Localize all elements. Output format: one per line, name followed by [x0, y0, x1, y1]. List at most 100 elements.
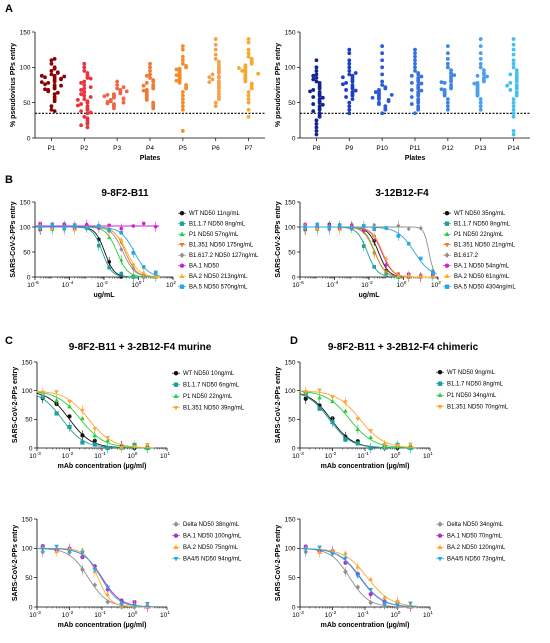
legend-label: P1 ND50 22ng/mL — [454, 232, 504, 238]
fit-curve — [300, 226, 437, 278]
data-point — [439, 80, 444, 85]
y-tick-label: 50 — [288, 249, 296, 256]
data-point — [105, 92, 110, 97]
data-point — [153, 224, 158, 229]
data-point — [337, 227, 342, 232]
data-point — [478, 37, 483, 41]
data-point — [511, 129, 516, 133]
data-point — [485, 74, 490, 79]
data-point — [213, 52, 218, 57]
data-point — [207, 80, 212, 85]
x-axis-label: Plates — [405, 155, 426, 162]
data-point — [119, 226, 124, 231]
data-point — [237, 66, 241, 70]
series-0 — [36, 546, 154, 610]
legend-marker — [173, 544, 179, 549]
data-point — [54, 548, 59, 554]
data-point — [39, 73, 44, 78]
data-point — [85, 125, 90, 130]
data-point — [174, 78, 179, 83]
data-point — [395, 444, 400, 449]
data-point — [396, 234, 401, 238]
y-tick-label: 0 — [292, 274, 296, 281]
x-tick-label: P8 — [312, 145, 320, 152]
data-point — [55, 90, 60, 95]
legend-label: Delta ND50 38ng/mL — [183, 522, 240, 528]
data-point — [246, 90, 251, 94]
data-point — [368, 592, 373, 597]
data-point — [105, 585, 111, 590]
data-point — [303, 396, 308, 401]
data-point — [317, 107, 322, 112]
y-tick-label: 0 — [27, 274, 31, 281]
data-point — [62, 225, 67, 230]
data-point — [314, 76, 319, 80]
data-point — [409, 80, 414, 85]
x-tick-exponent: 0 — [398, 610, 401, 616]
data-point — [505, 83, 510, 88]
legend-label: BA.1 ND50 100ng/mL — [183, 534, 242, 540]
legend-marker — [437, 392, 443, 397]
data-point — [107, 223, 111, 228]
data-point — [148, 68, 152, 73]
y-tick-label: 0 — [292, 135, 296, 142]
data-point — [445, 104, 450, 109]
data-point — [508, 72, 513, 77]
data-point — [50, 226, 55, 231]
data-point — [59, 77, 63, 82]
legend-label: BA.2 ND50 120ng/mL — [447, 545, 506, 551]
data-point — [373, 90, 378, 94]
data-point — [508, 88, 513, 92]
y-tick-label: 0 — [29, 604, 33, 611]
data-point — [148, 76, 152, 80]
data-point — [119, 247, 124, 252]
x-tick-exponent: 0 — [135, 451, 138, 457]
series-3 — [37, 544, 154, 610]
y-tick-label: 150 — [285, 29, 296, 36]
data-point — [55, 70, 60, 75]
series-6 — [35, 220, 160, 279]
x-tick-label: 102 — [166, 280, 176, 289]
data-point — [49, 61, 54, 66]
data-point — [131, 251, 136, 255]
legend-marker — [173, 556, 179, 562]
data-point — [314, 129, 319, 133]
legend-marker — [444, 231, 450, 236]
data-point — [317, 114, 322, 119]
data-point — [84, 222, 89, 227]
data-point — [108, 99, 113, 104]
data-point — [419, 81, 424, 86]
legend-label: B1.351 ND50 21ng/mL — [454, 243, 516, 249]
data-point — [478, 100, 483, 105]
data-point — [131, 224, 136, 228]
data-point — [144, 80, 149, 85]
x-tick-label: 10-2 — [96, 280, 108, 289]
data-point — [314, 125, 319, 130]
data-point — [50, 222, 55, 227]
data-point — [213, 37, 218, 41]
data-point — [347, 100, 352, 105]
x-tick-label: P14 — [508, 145, 520, 152]
data-point — [372, 252, 377, 256]
data-point — [174, 67, 179, 72]
x-tick-label: 10-2 — [325, 610, 337, 619]
panel-c: C9-8F2-B11 + 3-2B12-F4 murine050100150SA… — [5, 335, 245, 629]
data-point — [246, 47, 251, 52]
data-point — [380, 111, 385, 116]
x-tick-exponent: -2 — [69, 610, 74, 616]
data-point — [314, 68, 319, 73]
data-point — [347, 58, 352, 63]
data-point — [368, 576, 374, 581]
data-point — [249, 61, 254, 66]
data-point — [330, 552, 335, 557]
data-point — [344, 95, 348, 99]
data-point — [317, 549, 322, 555]
data-point — [213, 47, 218, 52]
data-point — [308, 89, 312, 94]
data-point — [107, 260, 111, 264]
data-point — [355, 564, 361, 569]
data-point — [213, 100, 218, 105]
fit-curve — [299, 548, 417, 608]
data-point — [148, 65, 152, 70]
data-point — [384, 270, 389, 275]
